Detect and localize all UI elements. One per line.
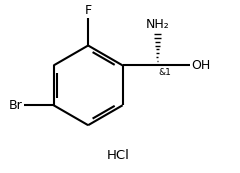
- Text: NH₂: NH₂: [146, 18, 169, 31]
- Text: F: F: [84, 4, 92, 17]
- Text: &1: &1: [158, 68, 171, 77]
- Text: OH: OH: [191, 59, 211, 72]
- Text: Br: Br: [9, 99, 23, 112]
- Text: HCl: HCl: [107, 149, 129, 162]
